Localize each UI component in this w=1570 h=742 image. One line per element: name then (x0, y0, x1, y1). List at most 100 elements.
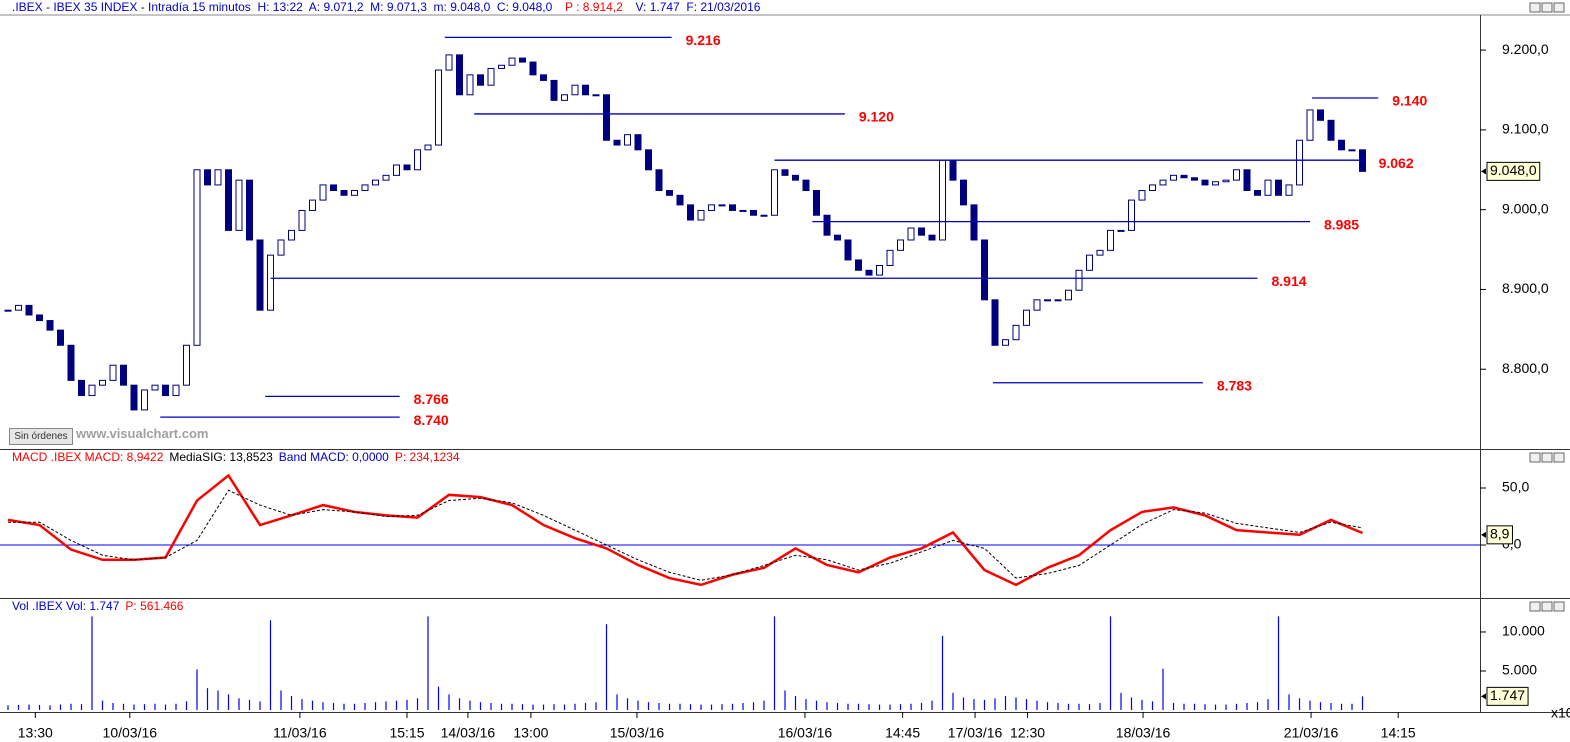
y-tick-label: 50,0 (1502, 479, 1529, 495)
candle (981, 239, 989, 301)
y-tick-label: 8.900,0 (1502, 280, 1549, 296)
candle (319, 184, 327, 201)
orders-button[interactable]: Sin órdenes (9, 428, 73, 445)
last-value-pointer (1481, 168, 1486, 175)
x-tick-label: 13:30 (18, 725, 53, 741)
candle (613, 139, 621, 146)
candle (78, 379, 86, 397)
candle (813, 190, 821, 216)
candle (1086, 254, 1094, 271)
candle (991, 299, 999, 346)
y-tick-label: 5.000 (1502, 662, 1537, 678)
candle (550, 79, 558, 101)
candle (130, 384, 138, 411)
level-label: 8.766 (414, 391, 449, 407)
candle (855, 259, 863, 271)
candle (382, 174, 390, 181)
last-value-label: 8,9 (1490, 526, 1510, 542)
last-value-label: 1.747 (1490, 687, 1525, 703)
candle (256, 239, 264, 311)
candle (1033, 299, 1041, 311)
level-label: 9.062 (1379, 155, 1414, 171)
candle (571, 84, 579, 96)
candle (1107, 229, 1115, 251)
x-tick-label: 21/03/16 (1284, 725, 1339, 741)
candle (865, 269, 873, 276)
candle (771, 169, 779, 216)
watermark: www.visualchart.com (76, 426, 209, 441)
candle (1012, 324, 1020, 341)
panel-button[interactable] (1553, 601, 1565, 612)
level-label: 8.985 (1324, 216, 1359, 232)
last-value-box (1486, 525, 1513, 545)
candle (1170, 174, 1178, 181)
candle (1044, 299, 1052, 302)
candle (519, 57, 527, 63)
candle (655, 169, 663, 192)
candle (487, 67, 495, 86)
candle (1054, 299, 1062, 302)
x-tick-label: 12:30 (1010, 725, 1045, 741)
x-tick-label: 14:45 (885, 725, 920, 741)
candle (456, 54, 464, 96)
panel-title: Vol .IBEX Vol: 1.747 (12, 599, 120, 613)
candle (57, 329, 65, 346)
last-value-box (1486, 686, 1529, 706)
header: .IBEX - IBEX 35 INDEX - Intradía 15 minu… (12, 0, 760, 14)
panel-button[interactable] (1553, 2, 1565, 13)
candle (666, 190, 674, 196)
y-tick-label: 10.000 (1502, 623, 1545, 639)
candle (25, 304, 33, 316)
last-value-pointer (1481, 531, 1486, 538)
candle (781, 169, 789, 176)
candle (372, 179, 380, 186)
series-line (7, 473, 1363, 587)
panel-button[interactable] (1529, 601, 1541, 612)
candle (424, 144, 432, 151)
x-tick-label: 18/03/16 (1116, 725, 1171, 741)
candle (330, 184, 338, 192)
candle (162, 384, 170, 397)
candle (508, 57, 516, 66)
candle (1264, 179, 1272, 196)
x-tick-label: 16/03/16 (778, 725, 833, 741)
candle (750, 209, 758, 216)
panel-button[interactable] (1529, 2, 1541, 13)
candle (970, 204, 978, 241)
header-text: .IBEX - IBEX 35 INDEX - Intradía 15 minu… (12, 0, 559, 14)
candle (1285, 184, 1293, 196)
candle (1159, 179, 1167, 186)
panel-button[interactable] (1541, 452, 1553, 463)
candle (309, 199, 317, 211)
candle (729, 204, 737, 211)
level-label: 9.216 (686, 32, 721, 48)
candle (15, 304, 23, 311)
candle (235, 179, 243, 231)
candle (477, 74, 485, 86)
candle (949, 159, 957, 181)
panel-button[interactable] (1529, 452, 1541, 463)
panel-button[interactable] (1541, 601, 1553, 612)
candle (960, 179, 968, 206)
candle (1075, 269, 1083, 291)
x-tick-label: 17/03/16 (948, 725, 1003, 741)
candle (1275, 179, 1283, 196)
candle (414, 149, 422, 171)
candle (151, 384, 159, 391)
series-line (8, 489, 1363, 581)
candle (697, 209, 705, 221)
panel-button[interactable] (1553, 452, 1565, 463)
candle (718, 204, 726, 207)
candle (603, 94, 611, 141)
panel-title: P: 561.466 (125, 599, 184, 613)
last-value-label: 9.048,0 (1490, 162, 1537, 178)
candle (214, 169, 222, 186)
candle (634, 134, 642, 151)
x-tick-label: 10/03/16 (103, 725, 158, 741)
panel-button[interactable] (1541, 2, 1553, 13)
panel-title: Band MACD: 0,0000 (278, 450, 389, 464)
candle (561, 94, 569, 101)
y-tick-label: 9.000,0 (1502, 200, 1549, 216)
volume-header: Vol .IBEX Vol: 1.747 P: 561.466 (12, 599, 183, 613)
